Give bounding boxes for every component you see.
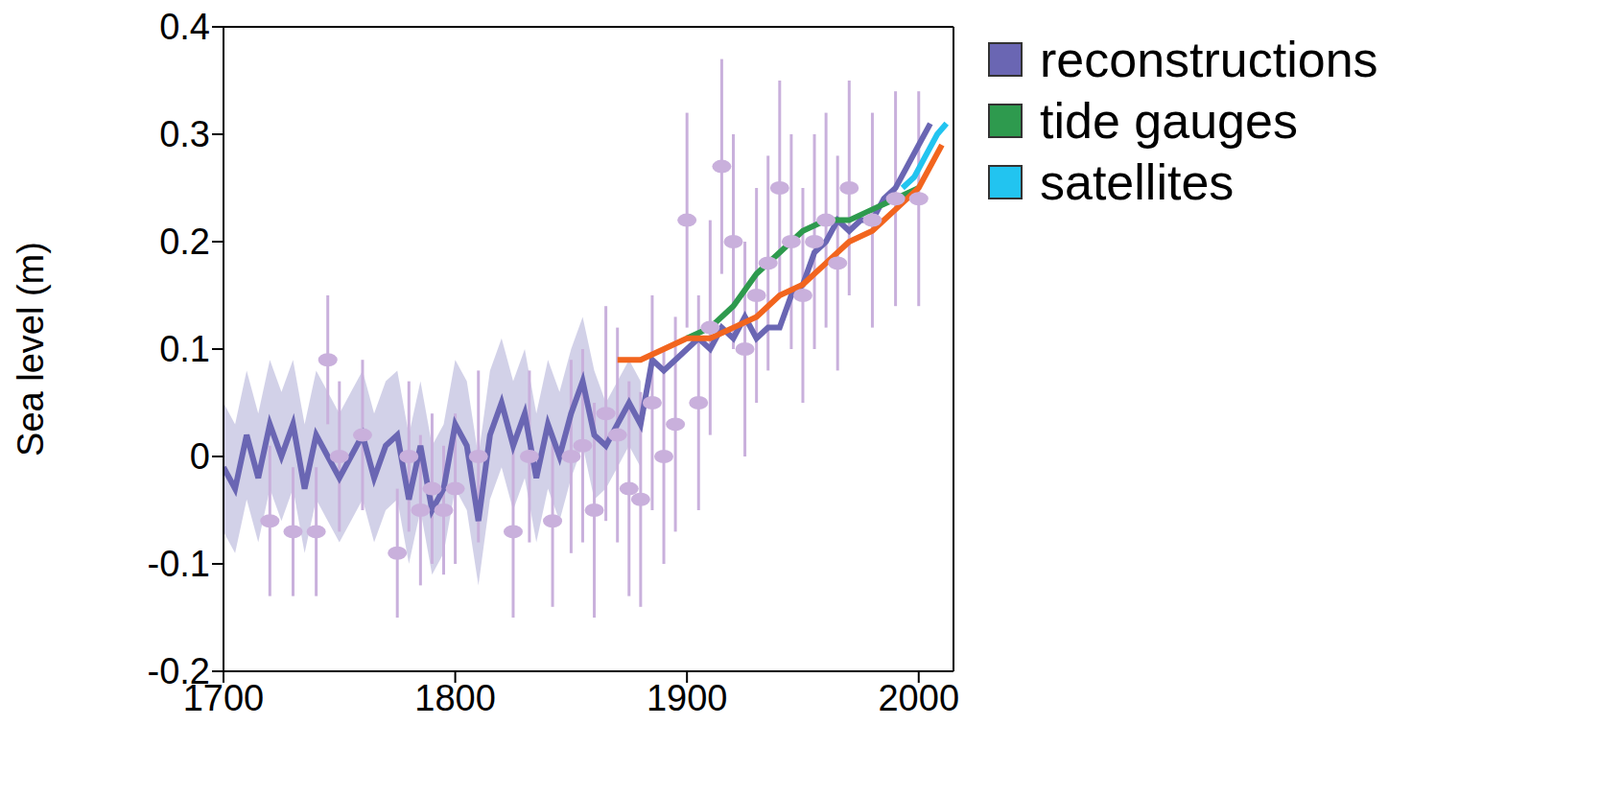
- html-text:reconstructions: reconstructions: [1039, 31, 1379, 88]
- html-text:tide gauges: tide gauges: [1039, 93, 1298, 149]
- svg-text:0.4: 0.4: [159, 6, 211, 48]
- svg-text:0.2: 0.2: [159, 221, 211, 262]
- svg-text:0.1: 0.1: [159, 329, 211, 370]
- svg-text:-0.2: -0.2: [147, 651, 211, 692]
- html-text:satellites: satellites: [1039, 154, 1234, 211]
- svg-text:Sea level (m): Sea level (m): [10, 241, 51, 457]
- svg-text:1900: 1900: [646, 678, 729, 719]
- svg-text:1800: 1800: [414, 678, 496, 719]
- svg-text:0.3: 0.3: [159, 114, 211, 155]
- svg-text:-0.1: -0.1: [147, 543, 211, 585]
- svg-text:1700: 1700: [182, 678, 265, 719]
- svg-text:2000: 2000: [877, 678, 960, 719]
- svg-text:0: 0: [189, 436, 211, 477]
